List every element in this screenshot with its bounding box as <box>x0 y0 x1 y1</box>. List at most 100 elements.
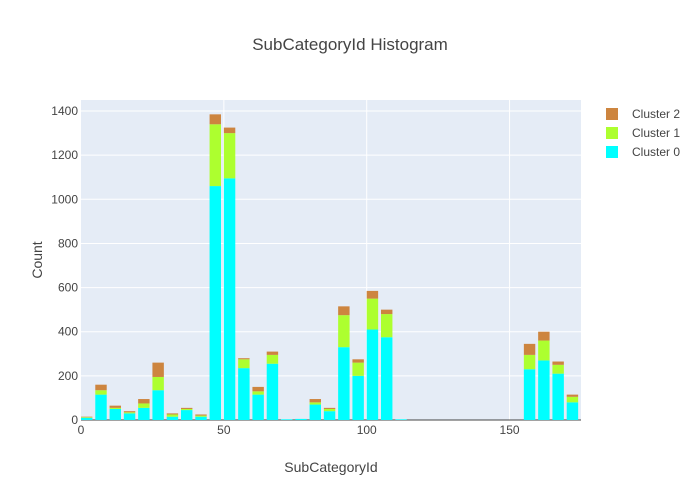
bar-cluster-1 <box>238 359 250 369</box>
legend-swatch <box>606 127 618 139</box>
bar-cluster-2 <box>366 290 379 299</box>
bar-cluster-0 <box>109 408 121 420</box>
bar-cluster-1 <box>181 408 193 411</box>
legend: Cluster 2 Cluster 1 Cluster 0 <box>606 107 680 159</box>
bar-cluster-2 <box>552 361 564 365</box>
bar-cluster-2 <box>538 331 550 341</box>
bar-cluster-0 <box>381 337 393 420</box>
bar-cluster-2 <box>238 358 250 360</box>
bar-cluster-2 <box>223 127 236 134</box>
y-tick-label: 1400 <box>51 104 78 118</box>
bar-cluster-0 <box>181 410 193 420</box>
bar-cluster-2 <box>266 351 279 355</box>
y-tick-label: 400 <box>58 325 78 339</box>
bar-cluster-0 <box>295 418 307 420</box>
bar-cluster-1 <box>166 414 179 417</box>
bar-cluster-0 <box>352 375 364 420</box>
plot-background <box>81 100 581 420</box>
bar-cluster-1 <box>81 417 93 418</box>
bar-cluster-1 <box>266 354 279 364</box>
bar-cluster-1 <box>552 364 564 374</box>
legend-label: Cluster 0 <box>632 145 680 159</box>
legend-swatch <box>606 146 618 158</box>
y-tick-label: 0 <box>71 413 78 427</box>
bar-cluster-1 <box>523 354 536 370</box>
bar-cluster-2 <box>109 405 121 408</box>
bar-cluster-1 <box>381 314 393 338</box>
x-axis-ticks: 0 50 100 150 <box>78 423 520 437</box>
bar-cluster-0 <box>138 407 150 420</box>
bar-cluster-0 <box>209 186 221 420</box>
bar-cluster-0 <box>395 419 407 420</box>
y-tick-label: 1200 <box>51 148 78 162</box>
x-axis-title: SubCategoryId <box>284 459 377 475</box>
bar-cluster-1 <box>195 415 207 417</box>
bar-cluster-1 <box>309 402 321 405</box>
x-tick-label: 150 <box>500 423 520 437</box>
x-tick-label: 50 <box>217 423 231 437</box>
bar-cluster-0 <box>223 178 236 420</box>
y-tick-label: 200 <box>58 369 78 383</box>
bar-cluster-0 <box>238 368 250 420</box>
bar-cluster-2 <box>323 407 336 409</box>
bar-cluster-2 <box>123 411 136 413</box>
bar-cluster-2 <box>566 394 579 397</box>
bar-cluster-2 <box>252 386 264 392</box>
bar-cluster-2 <box>209 114 221 125</box>
bar-cluster-2 <box>166 413 179 415</box>
bar-cluster-0 <box>366 329 379 420</box>
bar-cluster-2 <box>195 414 207 416</box>
x-tick-label: 0 <box>78 423 85 437</box>
chart-title: SubCategoryId Histogram <box>252 35 448 54</box>
bar-cluster-2 <box>309 399 321 403</box>
bar-cluster-2 <box>81 416 93 418</box>
bar-cluster-2 <box>152 362 164 377</box>
bar-cluster-0 <box>309 404 321 420</box>
bar-cluster-1 <box>123 412 136 414</box>
bars <box>81 114 579 420</box>
bar-cluster-0 <box>323 411 336 420</box>
bar-cluster-0 <box>566 402 579 420</box>
bar-cluster-0 <box>195 416 207 420</box>
bar-cluster-0 <box>152 390 164 420</box>
bar-cluster-1 <box>252 391 264 395</box>
bar-cluster-1 <box>109 407 121 409</box>
y-tick-label: 800 <box>58 236 78 250</box>
bar-cluster-1 <box>538 340 550 361</box>
bar-cluster-0 <box>266 363 279 420</box>
bar-cluster-0 <box>81 417 93 420</box>
bar-cluster-1 <box>138 403 150 408</box>
bar-cluster-0 <box>552 373 564 420</box>
bar-cluster-1 <box>566 396 579 403</box>
bar-cluster-2 <box>338 306 350 316</box>
bar-cluster-2 <box>352 359 364 363</box>
bar-cluster-0 <box>166 416 179 420</box>
bar-cluster-0 <box>95 394 107 420</box>
bar-cluster-2 <box>181 407 193 409</box>
bar-cluster-1 <box>352 362 364 376</box>
bar-cluster-2 <box>523 343 536 355</box>
bar-cluster-0 <box>338 347 350 420</box>
bar-cluster-2 <box>381 309 393 315</box>
bar-cluster-1 <box>223 133 236 179</box>
bar-cluster-1 <box>209 124 221 187</box>
x-tick-label: 100 <box>357 423 377 437</box>
bar-cluster-1 <box>152 376 164 391</box>
bar-cluster-0 <box>123 413 136 420</box>
y-axis-title: Count <box>29 241 45 278</box>
bar-cluster-0 <box>538 360 550 420</box>
bar-cluster-0 <box>523 369 536 420</box>
bar-cluster-2 <box>95 384 107 391</box>
y-axis-ticks: 0 200 400 600 800 1000 1200 1400 <box>51 104 78 427</box>
y-tick-label: 1000 <box>51 192 78 206</box>
bar-cluster-1 <box>323 408 336 412</box>
bar-cluster-2 <box>138 399 150 404</box>
bar-cluster-1 <box>338 315 350 348</box>
bar-cluster-0 <box>281 419 293 420</box>
bar-cluster-0 <box>252 394 264 420</box>
bar-cluster-1 <box>95 390 107 395</box>
legend-label: Cluster 2 <box>632 107 680 121</box>
bar-cluster-1 <box>366 298 379 330</box>
legend-swatch <box>606 108 618 120</box>
